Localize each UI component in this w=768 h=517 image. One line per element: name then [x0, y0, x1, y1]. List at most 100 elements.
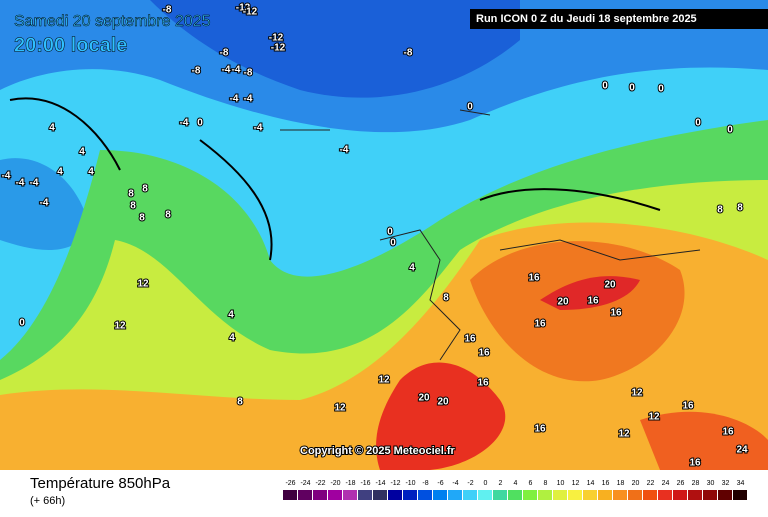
contour-label: 16 [587, 296, 599, 307]
contour-label: 4 [409, 263, 415, 274]
scale-label: 20 [632, 480, 640, 487]
scale-label: 14 [587, 480, 595, 487]
run-box [470, 9, 768, 29]
scale-swatch [463, 490, 477, 500]
contour-label: 8 [717, 205, 723, 216]
scale-label: -2 [467, 480, 473, 487]
scale-label: -16 [360, 480, 370, 487]
scale-label: 30 [707, 480, 715, 487]
contour-label: 0 [197, 118, 203, 129]
scale-swatch [583, 490, 597, 500]
contour-label: 16 [689, 458, 701, 469]
scale-swatch [313, 490, 327, 500]
scale-label: 10 [557, 480, 565, 487]
footer-title: Température 850hPa [30, 475, 171, 492]
contour-label: -4 [2, 171, 11, 182]
scale-swatch [658, 490, 672, 500]
scale-swatch [628, 490, 642, 500]
scale-label: 18 [617, 480, 625, 487]
scale-swatch [673, 490, 687, 500]
scale-label: 28 [692, 480, 700, 487]
contour-label: 16 [464, 334, 476, 345]
scale-label: -8 [422, 480, 428, 487]
contour-label: 8 [737, 203, 743, 214]
scale-label: 8 [544, 480, 548, 487]
scale-swatch [328, 490, 342, 500]
scale-label: -26 [285, 480, 295, 487]
scale-swatch [718, 490, 732, 500]
contour-label: 16 [682, 401, 694, 412]
scale-label: 4 [514, 480, 518, 487]
contour-label: 0 [727, 125, 733, 136]
date: Samedi 20 septembre 2025 [14, 13, 211, 30]
scale-label: 26 [677, 480, 685, 487]
contour-label: -12 [271, 43, 286, 54]
scale-swatch [613, 490, 627, 500]
contour-label: -8 [220, 48, 229, 59]
contour-label: -8 [163, 5, 172, 16]
very-hot [540, 276, 640, 310]
scale-label: -10 [405, 480, 415, 487]
contour-label: 4 [57, 167, 63, 178]
contour-label: -4 [244, 94, 253, 105]
contour-label: 20 [604, 280, 616, 291]
scale-swatch [283, 490, 297, 500]
contour-label: 16 [610, 308, 622, 319]
isotherm [9, 97, 661, 261]
contour-label: 8 [128, 189, 134, 200]
run: Run ICON 0 Z du Jeudi 18 septembre 2025 [476, 13, 697, 25]
contour-label: 12 [648, 412, 660, 423]
scale-swatch [388, 490, 402, 500]
contour-label: 16 [477, 378, 489, 389]
contour-label: 12 [137, 279, 149, 290]
contour-label: 4 [88, 167, 94, 178]
scale-swatch [688, 490, 702, 500]
scale-swatch [733, 490, 747, 500]
contour-label: 8 [165, 210, 171, 221]
contour-label: -4 [40, 198, 49, 209]
scale-label: -6 [437, 480, 443, 487]
scale-label: 16 [602, 480, 610, 487]
contour-label: 0 [467, 102, 473, 113]
contour-label: 16 [722, 427, 734, 438]
scale-label: -24 [300, 480, 310, 487]
time: 20:00 locale [14, 34, 127, 56]
scale-label: 0 [484, 480, 488, 487]
contour-label: 0 [658, 84, 664, 95]
contour-label: -8 [192, 66, 201, 77]
contour-label: 16 [534, 319, 546, 330]
contour-label: 12 [114, 321, 126, 332]
contour-label: 8 [142, 184, 148, 195]
contour-label: 4 [49, 123, 55, 134]
contour-label: -4 [254, 123, 263, 134]
scale-label: 12 [572, 480, 580, 487]
coastline [280, 109, 701, 361]
scale-label: 2 [499, 480, 503, 487]
contour-label: 0 [629, 83, 635, 94]
scale-swatch [448, 490, 462, 500]
scale-swatch [433, 490, 447, 500]
scale-label: -14 [375, 480, 385, 487]
scale-swatch [598, 490, 612, 500]
contour-label: 0 [602, 81, 608, 92]
contour-label: 12 [378, 375, 390, 386]
contour-label: 0 [695, 118, 701, 129]
contour-label: -12 [243, 7, 258, 18]
lead-time: (+ 66h) [30, 495, 65, 507]
contour-label: 16 [478, 348, 490, 359]
contour-label: 20 [437, 397, 449, 408]
cold-zone [0, 158, 90, 250]
contour-label: -4 [230, 94, 239, 105]
contour-label: -4 [340, 145, 349, 156]
scale-label: -4 [452, 480, 458, 487]
color-scale: -26 -24 -22 -20 -18 -16 -14 -12 -10 -8 -6 -4 -2 0 2 4 6 8… [283, 480, 747, 500]
scale-swatch [403, 490, 417, 500]
scale-swatch [343, 490, 357, 500]
scale-swatch [418, 490, 432, 500]
contour-label: -12 [236, 3, 251, 14]
scale-swatch [298, 490, 312, 500]
scale-swatch [568, 490, 582, 500]
contour-label: 0 [387, 227, 393, 238]
contour-label: 4 [228, 310, 234, 321]
